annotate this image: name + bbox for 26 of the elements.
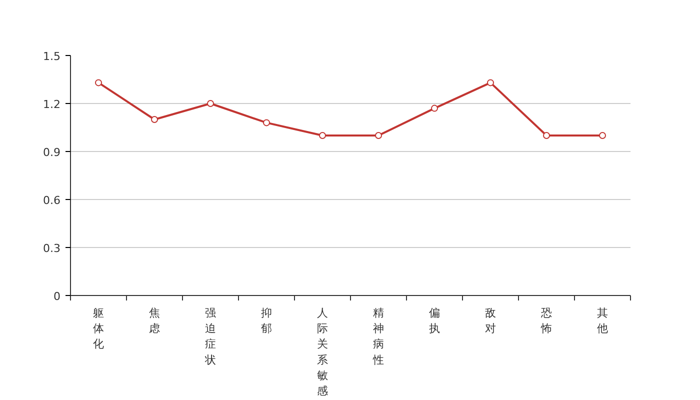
y-tick-label: 0 [54,290,60,303]
point [95,79,102,86]
y-tick-label: 0.9 [43,146,61,159]
x-tick-label: 恐怖 [540,306,552,336]
x-tick-label: 抑郁 [261,306,272,336]
y-tick-label: 0.3 [43,242,61,255]
x-tick-label: 强迫症状 [204,306,216,366]
x-tick-label: 敌对 [485,306,496,336]
point [207,100,214,107]
point [263,119,270,126]
point [319,132,326,139]
point [431,104,438,112]
x-tick-label: 精神病性 [372,306,384,366]
y-tick-label: 0.6 [43,194,61,207]
x-tick-label: 其他 [597,306,608,336]
x-tick-label: 焦虑 [149,306,160,336]
point [487,79,494,86]
point [599,132,606,139]
point [375,132,382,139]
point [543,132,550,139]
x-tick-label: 偏执 [429,306,440,336]
y-tick-label: 1.5 [43,50,61,63]
point [151,116,158,123]
x-tick-label: 躯体化 [93,306,104,351]
x-tick-label: 人际关系敏感 [317,306,328,398]
y-tick-label: 1.2 [43,98,61,111]
